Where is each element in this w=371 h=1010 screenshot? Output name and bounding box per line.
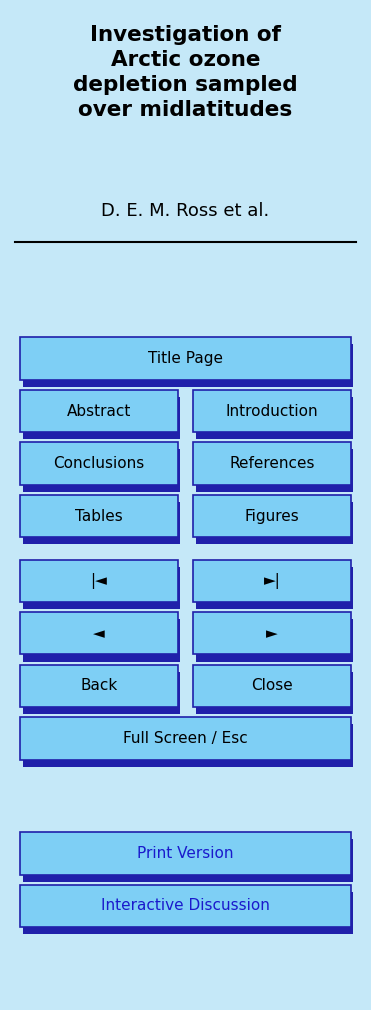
FancyBboxPatch shape bbox=[193, 442, 351, 485]
Text: Full Screen / Esc: Full Screen / Esc bbox=[123, 731, 248, 745]
FancyBboxPatch shape bbox=[23, 892, 353, 934]
FancyBboxPatch shape bbox=[196, 619, 353, 662]
Text: Close: Close bbox=[251, 679, 293, 693]
Text: Conclusions: Conclusions bbox=[53, 457, 145, 471]
FancyBboxPatch shape bbox=[196, 397, 353, 439]
FancyBboxPatch shape bbox=[193, 495, 351, 537]
FancyBboxPatch shape bbox=[196, 672, 353, 714]
FancyBboxPatch shape bbox=[20, 560, 178, 602]
Text: Title Page: Title Page bbox=[148, 351, 223, 366]
Text: References: References bbox=[229, 457, 315, 471]
FancyBboxPatch shape bbox=[20, 442, 178, 485]
Text: Tables: Tables bbox=[75, 509, 123, 523]
FancyBboxPatch shape bbox=[23, 502, 180, 544]
FancyBboxPatch shape bbox=[196, 567, 353, 609]
FancyBboxPatch shape bbox=[20, 390, 178, 432]
FancyBboxPatch shape bbox=[20, 832, 351, 875]
FancyBboxPatch shape bbox=[23, 724, 353, 767]
FancyBboxPatch shape bbox=[193, 665, 351, 707]
Text: ►|: ►| bbox=[263, 573, 280, 589]
FancyBboxPatch shape bbox=[20, 495, 178, 537]
FancyBboxPatch shape bbox=[20, 665, 178, 707]
FancyBboxPatch shape bbox=[23, 397, 180, 439]
FancyBboxPatch shape bbox=[193, 390, 351, 432]
FancyBboxPatch shape bbox=[193, 560, 351, 602]
FancyBboxPatch shape bbox=[20, 337, 351, 380]
FancyBboxPatch shape bbox=[20, 717, 351, 760]
FancyBboxPatch shape bbox=[23, 344, 353, 387]
Text: Print Version: Print Version bbox=[137, 846, 234, 861]
FancyBboxPatch shape bbox=[20, 612, 178, 654]
FancyBboxPatch shape bbox=[20, 885, 351, 927]
Text: Investigation of
Arctic ozone
depletion sampled
over midlatitudes: Investigation of Arctic ozone depletion … bbox=[73, 25, 298, 119]
Text: Figures: Figures bbox=[244, 509, 299, 523]
Text: Interactive Discussion: Interactive Discussion bbox=[101, 899, 270, 913]
Text: D. E. M. Ross et al.: D. E. M. Ross et al. bbox=[101, 202, 270, 220]
FancyBboxPatch shape bbox=[23, 619, 180, 662]
FancyBboxPatch shape bbox=[193, 612, 351, 654]
Text: Abstract: Abstract bbox=[67, 404, 131, 418]
FancyBboxPatch shape bbox=[23, 839, 353, 882]
FancyBboxPatch shape bbox=[23, 449, 180, 492]
Text: Back: Back bbox=[81, 679, 118, 693]
FancyBboxPatch shape bbox=[196, 449, 353, 492]
FancyBboxPatch shape bbox=[23, 672, 180, 714]
Text: ►: ► bbox=[266, 626, 278, 640]
Text: |◄: |◄ bbox=[91, 573, 108, 589]
Text: ◄: ◄ bbox=[93, 626, 105, 640]
FancyBboxPatch shape bbox=[23, 567, 180, 609]
FancyBboxPatch shape bbox=[196, 502, 353, 544]
Text: Introduction: Introduction bbox=[226, 404, 318, 418]
